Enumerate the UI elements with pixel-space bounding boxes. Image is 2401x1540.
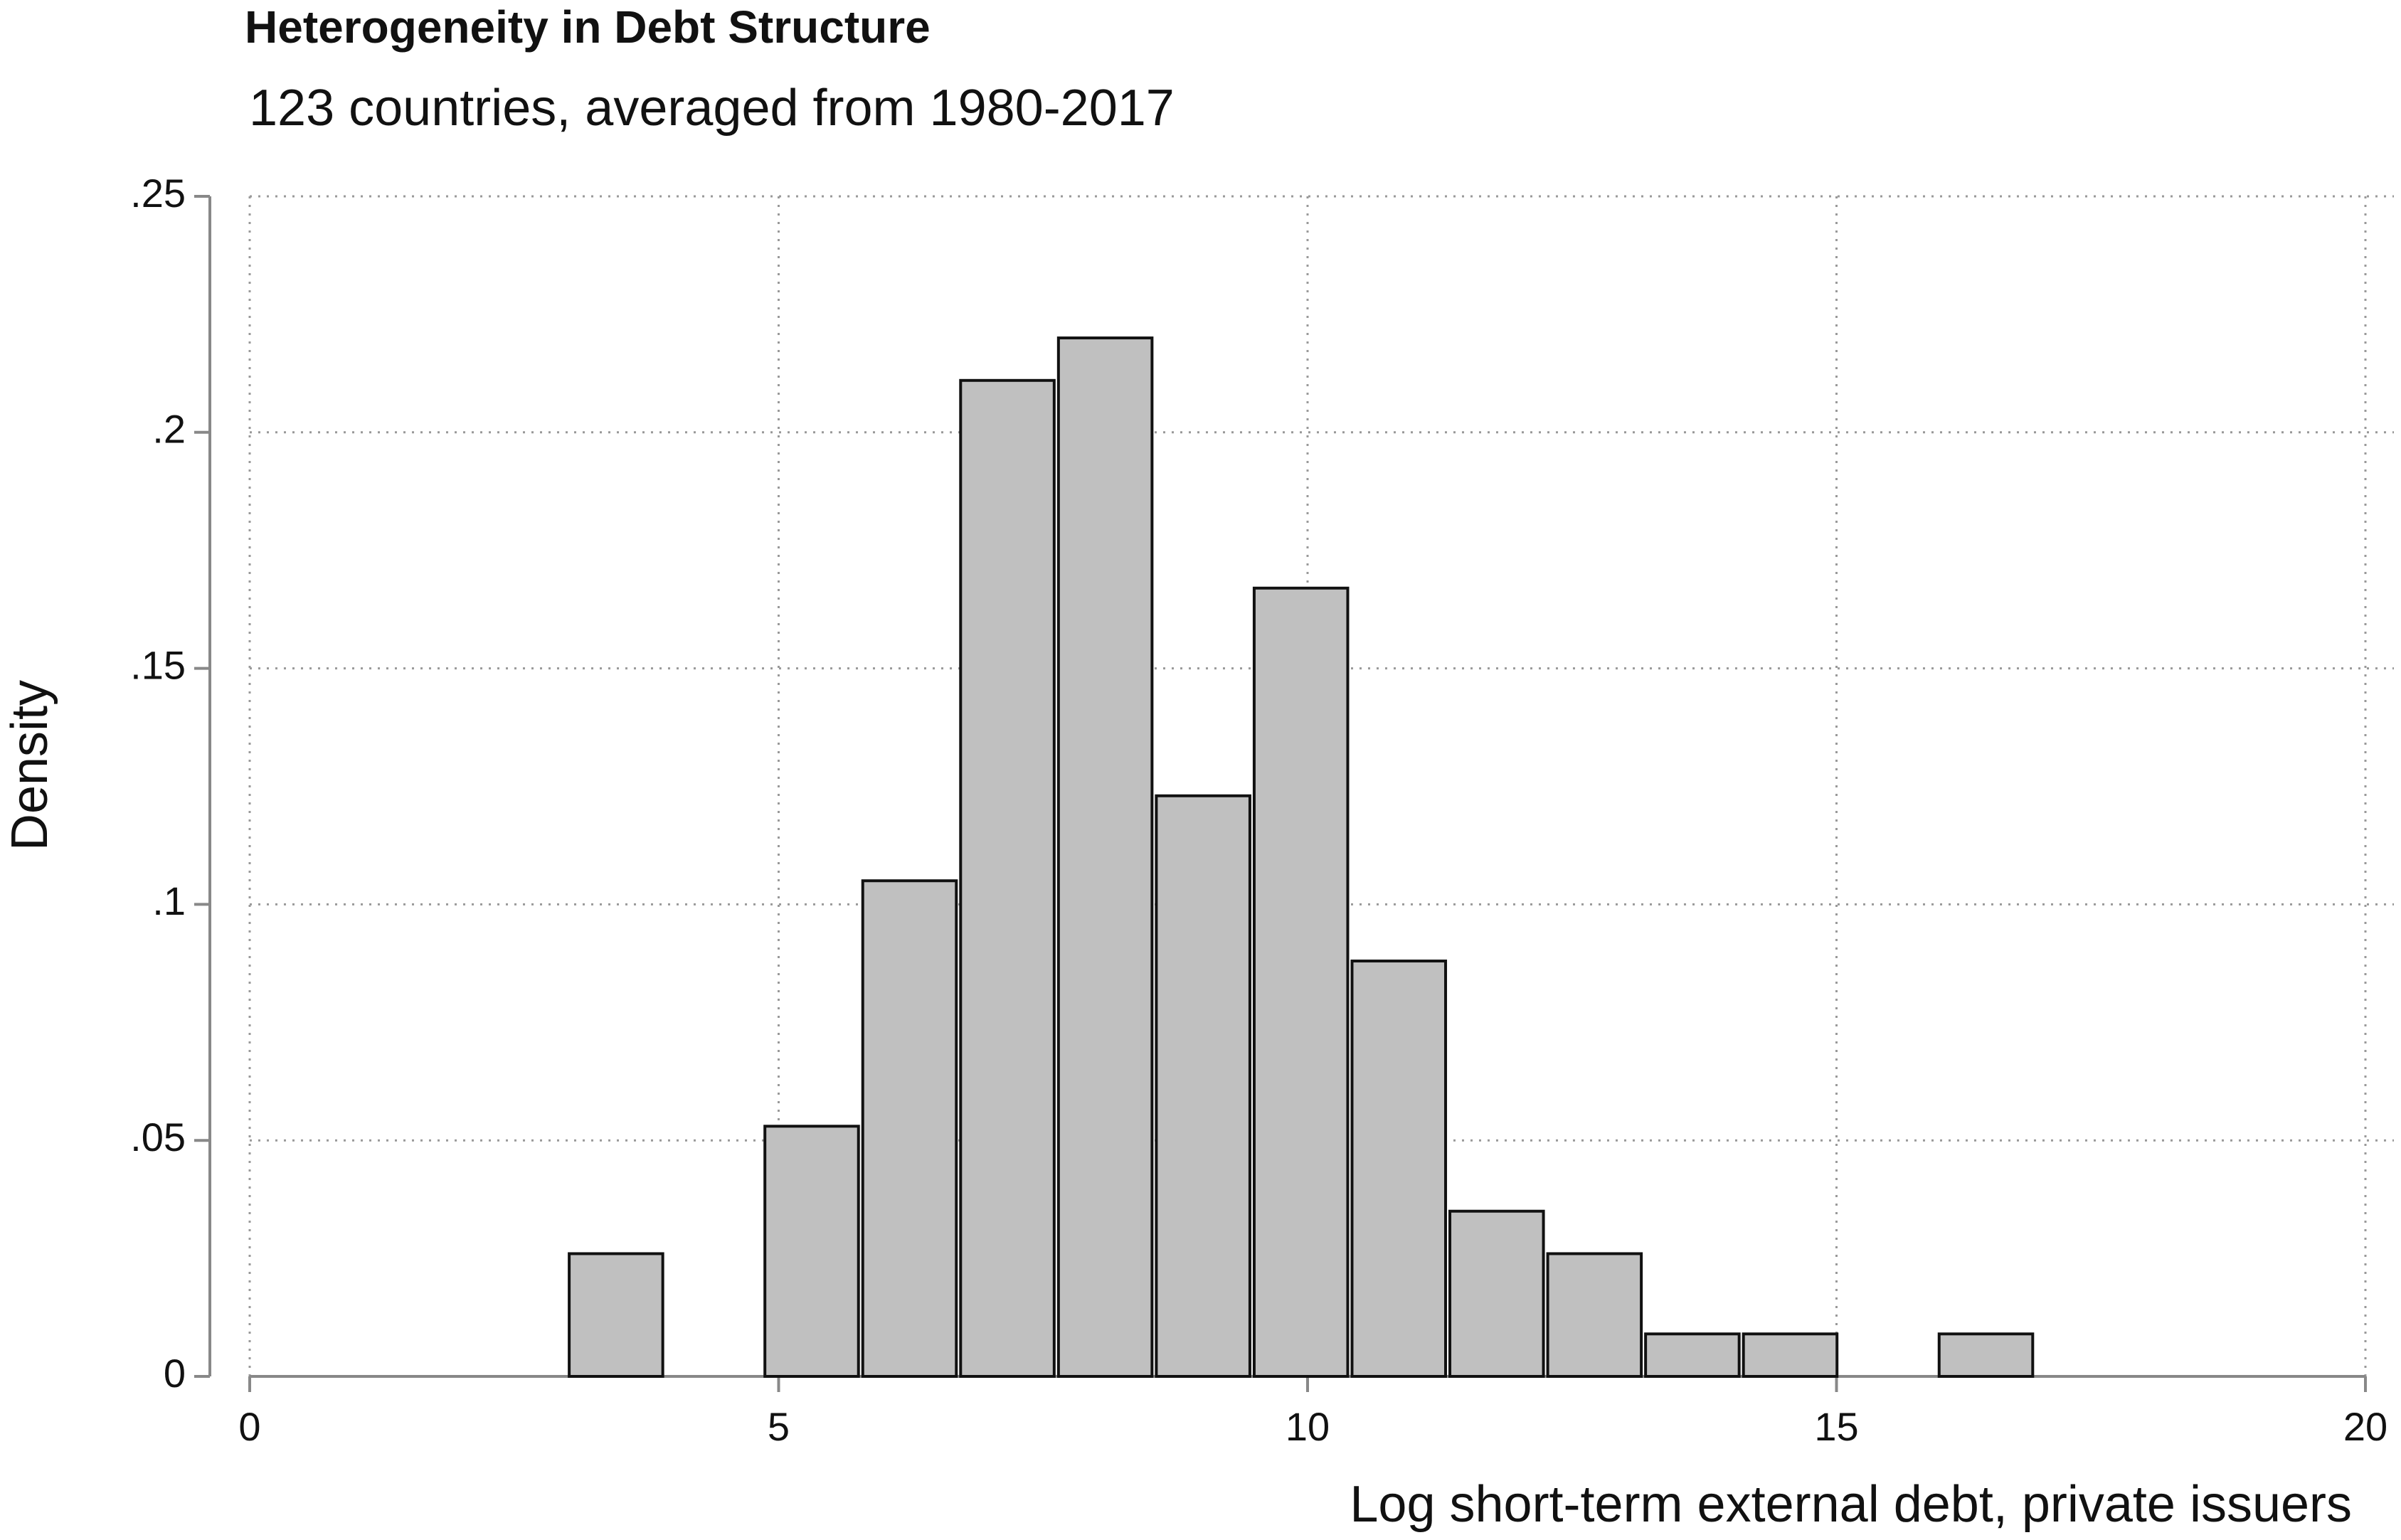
chart-title: Heterogeneity in Debt Structure [245,1,931,53]
y-tick-label: .05 [130,1115,186,1159]
y-tick-label: .25 [130,171,186,216]
y-axis-title: Density [1,680,58,851]
bar [1350,960,1448,1378]
x-tick-label: 20 [2343,1404,2387,1449]
bar [1056,336,1154,1379]
bar [1252,586,1350,1379]
bar [763,1125,860,1378]
y-tick-label: .1 [152,878,186,923]
bar [1448,1209,1545,1378]
x-tick-label: 0 [238,1404,260,1449]
x-tick-label: 15 [1814,1404,1858,1449]
bar [1546,1252,1643,1378]
y-tick-label: .15 [130,642,186,687]
bar [959,378,1056,1379]
x-axis-title: Log short-term external debt, private is… [1350,1476,2352,1533]
chart-subtitle: 123 countries, averaged from 1980-2017 [249,80,1175,137]
x-tick-label: 5 [768,1404,790,1449]
bar [861,879,958,1378]
bar [1937,1332,2035,1378]
x-tick-label: 10 [1286,1404,1330,1449]
bar [568,1252,664,1378]
bar [1155,794,1251,1378]
bar [1742,1332,1839,1378]
y-tick-label: 0 [164,1351,186,1396]
bar [1644,1332,1741,1378]
y-tick-label: .2 [152,407,186,452]
